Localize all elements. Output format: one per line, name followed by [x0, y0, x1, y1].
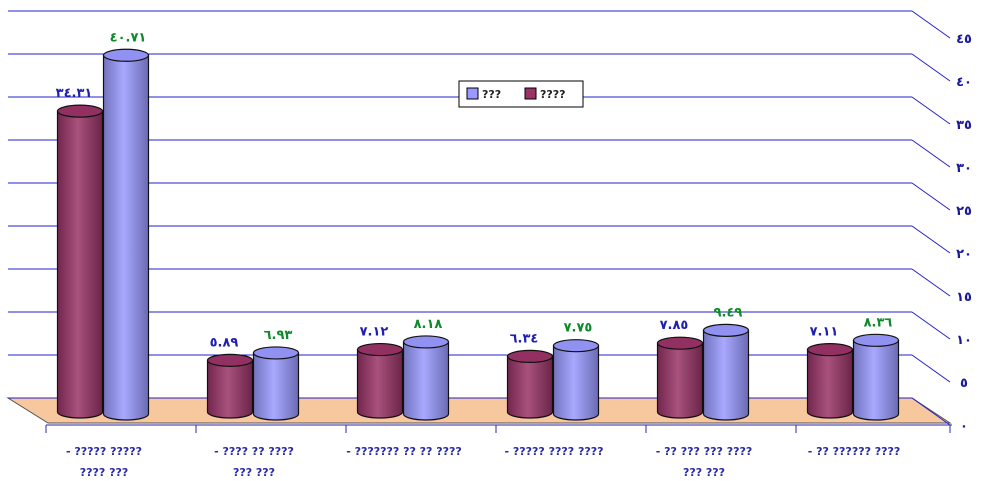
data-label: ٨.٣٦: [864, 315, 893, 330]
category-label: - ????? ???? ????: [504, 445, 603, 458]
category-label-line2: ??? ???: [683, 466, 725, 479]
gridline-side: [911, 182, 951, 211]
category-label: - ??????? ?? ?? ????: [346, 445, 462, 458]
legend-swatch: [466, 87, 479, 100]
data-label: ٩.٤٩: [714, 305, 743, 320]
gridline-side: [911, 354, 951, 383]
data-label: ٨.١٨: [414, 317, 443, 332]
bar: [252, 346, 300, 421]
y-tick-label: ٣٠: [956, 161, 972, 176]
bar: [852, 333, 900, 421]
gridline-side: [911, 96, 951, 125]
y-tick-label: ٢٥: [956, 204, 972, 219]
legend-label: ????: [540, 88, 566, 101]
legend-swatch: [524, 87, 537, 100]
data-label: ٥.٨٩: [210, 335, 239, 350]
legend-box: [458, 80, 584, 108]
bar: [356, 342, 404, 419]
y-tick-label: ٣٥: [956, 118, 972, 133]
legend-label: ???: [482, 88, 501, 101]
gridline-side: [911, 311, 951, 340]
bar: [552, 339, 600, 421]
bar: [806, 343, 854, 419]
category-label: - ????? ?????: [66, 445, 142, 458]
bar: [656, 336, 704, 419]
gridline-side: [911, 10, 951, 39]
y-axis-ticks: ٠ ٥ ١٠ ١٥ ٢٠ ٢٥ ٣٠ ٣٥ ٤٠ ٤٥: [956, 32, 972, 434]
bar: [102, 48, 150, 421]
data-label: ٤٠.٧١: [110, 30, 147, 45]
bar: [506, 349, 554, 419]
data-label: ٧.٨٥: [660, 318, 689, 333]
y-tick-label: ٥: [960, 376, 968, 391]
category-label-line2: ??? ???: [233, 466, 275, 479]
y-tick-label: ٤٥: [956, 32, 972, 47]
category-label: - ???? ?? ????: [214, 445, 294, 458]
gridline-side: [911, 53, 951, 82]
data-label: ٧.١٢: [360, 325, 389, 340]
bar: [702, 323, 750, 421]
bars: [56, 48, 900, 421]
y-tick-label: ١٠: [956, 333, 972, 348]
legend: ???????: [458, 80, 584, 108]
y-tick-label: ٠: [960, 419, 968, 434]
y-tick-label: ١٥: [956, 290, 972, 305]
gridline-side: [911, 225, 951, 254]
gridlines: [8, 10, 951, 426]
category-label-line2: ???? ???: [80, 466, 129, 479]
category-label: - ?? ?????? ????: [808, 445, 901, 458]
data-label: ٧.١١: [810, 325, 839, 340]
data-label: ٣٤.٣١: [56, 86, 93, 101]
data-label: ٦.٩٣: [264, 328, 293, 343]
data-label: ٧.٧٥: [564, 321, 593, 336]
category-label: - ?? ??? ??? ????: [656, 445, 752, 458]
data-label: ٦.٣٤: [510, 331, 539, 346]
gridline-side: [911, 397, 951, 426]
gridline-side: [911, 139, 951, 168]
bar: [206, 353, 254, 419]
gridline-side: [911, 268, 951, 297]
data-labels: ٣٤.٣١ ٥.٨٩ ٧.١٢ ٦.٣٤ ٧.٨٥ ٧.١١ ٤٠.٧١ ٦.٩٣ ٨.١٨ ٧.…: [56, 30, 893, 350]
category-labels: - ????? ????? ???? ??? - ???? ?? ???? ??? ?…: [45, 424, 952, 479]
bar: [56, 104, 104, 419]
y-tick-label: ٤٠: [956, 75, 972, 90]
bar: [402, 335, 450, 421]
y-tick-label: ٢٠: [956, 247, 972, 262]
